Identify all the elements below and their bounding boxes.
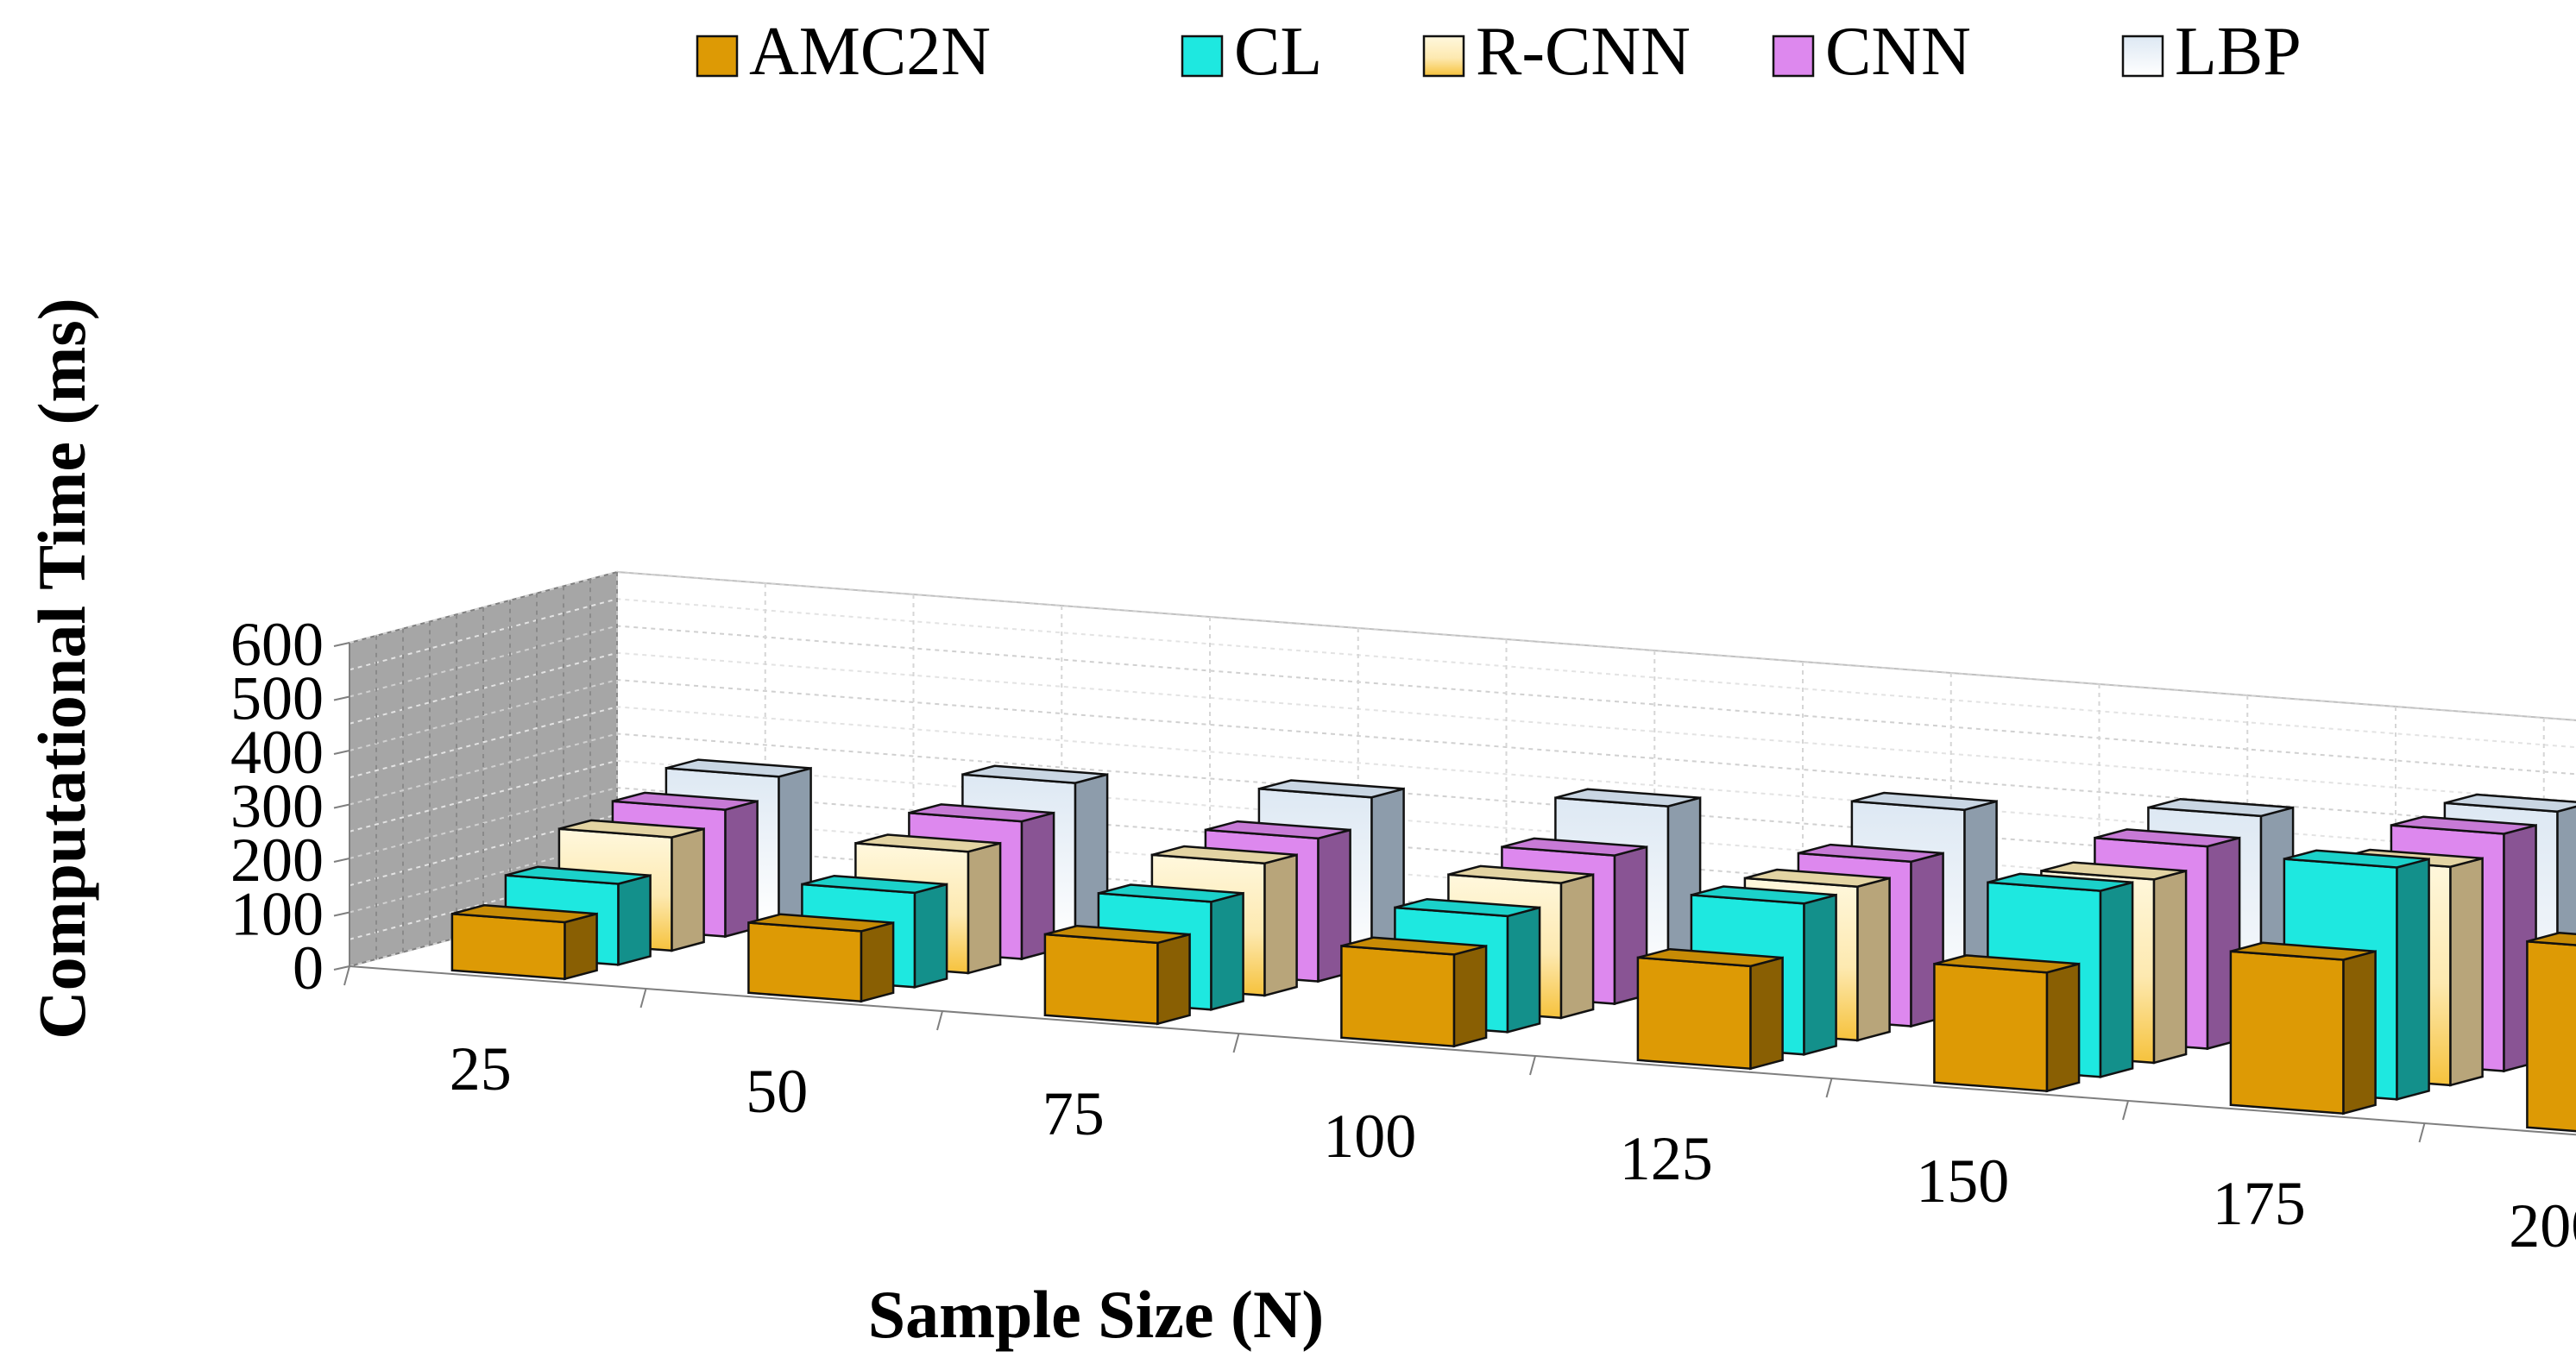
legend-swatch — [1422, 35, 1465, 78]
legend-label: AMC2N — [749, 14, 991, 90]
legend-item-cnn: CNN — [1772, 14, 1971, 90]
y-tick — [333, 911, 350, 917]
x-tick-label: 175 — [2213, 1169, 2306, 1238]
x-tick — [1529, 1055, 1536, 1076]
y-tick — [333, 803, 350, 809]
bar-amc2n-125 — [1636, 947, 1784, 1071]
y-tick — [333, 858, 350, 863]
x-axis-title: Sample Size (N) — [868, 1277, 1325, 1352]
bar-amc2n-50 — [747, 913, 895, 1003]
y-tick — [333, 965, 350, 971]
x-tick-label: 150 — [1916, 1147, 2009, 1216]
y-tick-label: 100 — [230, 880, 324, 949]
bars-group — [450, 758, 2576, 1133]
bar-amc2n-75 — [1043, 924, 1191, 1026]
y-tick — [333, 695, 350, 701]
bar-amc2n-175 — [2229, 941, 2377, 1115]
y-axis-title: Computational Time (ms) — [24, 298, 99, 1040]
bar-amc2n-150 — [1933, 954, 2081, 1093]
legend-swatch — [1772, 35, 1815, 78]
gridline — [349, 706, 2576, 857]
axes-group: 0100200300400500600255075100125150175200… — [230, 610, 2576, 1260]
gridline — [349, 759, 2576, 910]
x-tick-label: 50 — [746, 1057, 808, 1126]
y-tick-label: 600 — [230, 610, 324, 679]
x-tick — [1825, 1078, 1833, 1098]
bar-amc2n-200 — [2526, 932, 2576, 1133]
x-tick-label: 100 — [1323, 1102, 1416, 1171]
x-tick — [639, 988, 647, 1009]
x-tick — [936, 1010, 943, 1031]
legend: AMC2N CL R-CNN CNN LBP — [696, 14, 2302, 90]
x-tick — [343, 965, 350, 986]
legend-swatch — [1181, 35, 1224, 78]
x-tick-label: 75 — [1042, 1079, 1105, 1148]
legend-item-r-cnn: R-CNN — [1422, 14, 1691, 90]
x-tick — [1232, 1033, 1240, 1053]
legend-swatch — [696, 35, 739, 78]
legend-item-lbp: LBP — [2121, 14, 2302, 90]
y-tick-label: 400 — [230, 718, 324, 787]
x-tick-label: 200 — [2509, 1191, 2576, 1260]
bar-amc2n-25 — [450, 904, 598, 981]
legend-label: R-CNN — [1476, 14, 1691, 90]
y-tick-label: 300 — [230, 772, 324, 841]
y-tick-label: 0 — [293, 933, 324, 1002]
y-tick — [333, 642, 350, 647]
legend-swatch — [2121, 35, 2164, 78]
legend-item-cl: CL — [1181, 14, 1322, 90]
x-tick — [2418, 1122, 2426, 1143]
bar-amc2n-100 — [1340, 936, 1488, 1048]
x-tick-label: 125 — [1620, 1124, 1713, 1193]
y-tick-label: 500 — [230, 664, 324, 733]
legend-label: CL — [1234, 14, 1322, 90]
x-tick — [2122, 1100, 2129, 1121]
y-tick-label: 200 — [230, 826, 324, 895]
legend-label: LBP — [2175, 14, 2302, 90]
legend-item-amc2n: AMC2N — [696, 14, 991, 90]
legend-label: CNN — [1825, 14, 1971, 90]
x-tick-label: 25 — [450, 1034, 512, 1103]
y-tick — [333, 750, 350, 755]
gridline — [349, 732, 2576, 883]
